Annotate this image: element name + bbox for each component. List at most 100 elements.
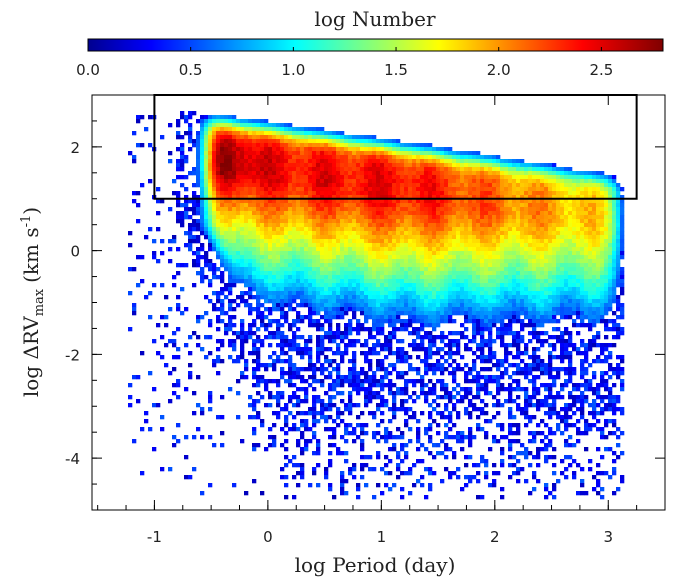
heatmap-cell <box>420 171 425 176</box>
heatmap-cell <box>440 187 445 192</box>
heatmap-cell <box>504 223 509 228</box>
heatmap-cell <box>196 239 201 244</box>
heatmap-cell <box>472 203 477 208</box>
heatmap-cell <box>508 259 513 264</box>
heatmap-cell <box>604 239 609 244</box>
heatmap-cell <box>532 311 537 316</box>
heatmap-cell <box>328 203 333 208</box>
heatmap-cell <box>216 327 221 332</box>
heatmap-cell <box>456 179 461 184</box>
heatmap-cell <box>576 247 581 252</box>
heatmap-cell <box>268 223 273 228</box>
heatmap-cell <box>524 247 529 252</box>
heatmap-cell <box>428 331 433 336</box>
heatmap-cell <box>596 267 601 272</box>
heatmap-cell <box>420 227 425 232</box>
heatmap-cell <box>240 335 245 340</box>
heatmap-cell <box>292 323 297 328</box>
heatmap-cell <box>612 299 617 304</box>
heatmap-cell <box>528 175 533 180</box>
heatmap-cell <box>288 267 293 272</box>
heatmap-cell <box>524 239 529 244</box>
heatmap-cell <box>228 319 233 324</box>
heatmap-cell <box>604 215 609 220</box>
heatmap-cell <box>332 315 337 320</box>
heatmap-cell <box>428 315 433 320</box>
heatmap-cell <box>384 271 389 276</box>
heatmap-cell <box>420 275 425 280</box>
heatmap-cell <box>328 307 333 312</box>
heatmap-cell <box>548 299 553 304</box>
heatmap-cell <box>312 263 317 268</box>
heatmap-cell <box>464 327 469 332</box>
heatmap-cell <box>596 287 601 292</box>
heatmap-cell <box>484 167 489 172</box>
heatmap-cell <box>424 291 429 296</box>
heatmap-cell <box>484 251 489 256</box>
heatmap-cell <box>384 311 389 316</box>
heatmap-cell <box>472 175 477 180</box>
heatmap-cell <box>524 191 529 196</box>
heatmap-cell <box>372 251 377 256</box>
heatmap-cell <box>552 267 557 272</box>
heatmap-cell <box>424 307 429 312</box>
heatmap-cell <box>336 179 341 184</box>
heatmap-cell <box>376 271 381 276</box>
heatmap-cell <box>496 259 501 264</box>
heatmap-cell <box>492 187 497 192</box>
heatmap-cell <box>344 271 349 276</box>
heatmap-cell <box>412 151 417 156</box>
heatmap-cell <box>468 271 473 276</box>
heatmap-cell <box>304 159 309 164</box>
heatmap-cell <box>516 207 521 212</box>
heatmap-cell <box>448 255 453 260</box>
heatmap-cell <box>572 195 577 200</box>
heatmap-cell <box>404 227 409 232</box>
heatmap-cell <box>616 183 621 188</box>
heatmap-cell <box>300 167 305 172</box>
heatmap-cell <box>464 255 469 260</box>
heatmap-cell <box>240 207 245 212</box>
heatmap-cell <box>340 211 345 216</box>
heatmap-cell <box>612 187 617 192</box>
heatmap-cell <box>268 275 273 280</box>
heatmap-cell <box>412 315 417 320</box>
heatmap-cell <box>272 287 277 292</box>
heatmap-cell <box>612 223 617 228</box>
heatmap-cell <box>248 279 253 284</box>
heatmap-cell <box>556 167 561 172</box>
heatmap-cell <box>260 123 265 128</box>
heatmap-cell <box>172 239 177 244</box>
heatmap-cell <box>196 175 201 180</box>
heatmap-cell <box>128 267 133 272</box>
heatmap-cell <box>388 267 393 272</box>
heatmap-cell <box>212 275 217 280</box>
heatmap-cell <box>472 211 477 216</box>
heatmap-cell <box>484 191 489 196</box>
heatmap-cell <box>612 255 617 260</box>
heatmap-cell <box>484 215 489 220</box>
heatmap-cell <box>548 279 553 284</box>
heatmap-cell <box>600 255 605 260</box>
heatmap-cell <box>192 331 197 336</box>
heatmap-cell <box>416 267 421 272</box>
heatmap-cell <box>240 151 245 156</box>
heatmap-cell <box>464 247 469 252</box>
heatmap-cell <box>264 267 269 272</box>
heatmap-cell <box>616 259 621 264</box>
heatmap-cell <box>436 283 441 288</box>
heatmap-cell <box>520 259 525 264</box>
heatmap-cell <box>496 283 501 288</box>
heatmap-cell <box>336 135 341 140</box>
heatmap-cell <box>248 123 253 128</box>
heatmap-cell <box>516 263 521 268</box>
heatmap-cell <box>356 163 361 168</box>
heatmap-cell <box>392 295 397 300</box>
heatmap-cell <box>568 171 573 176</box>
heatmap-cell <box>392 147 397 152</box>
heatmap-cell <box>528 203 533 208</box>
heatmap-cell <box>416 219 421 224</box>
heatmap-cell <box>240 171 245 176</box>
heatmap-cell <box>280 135 285 140</box>
